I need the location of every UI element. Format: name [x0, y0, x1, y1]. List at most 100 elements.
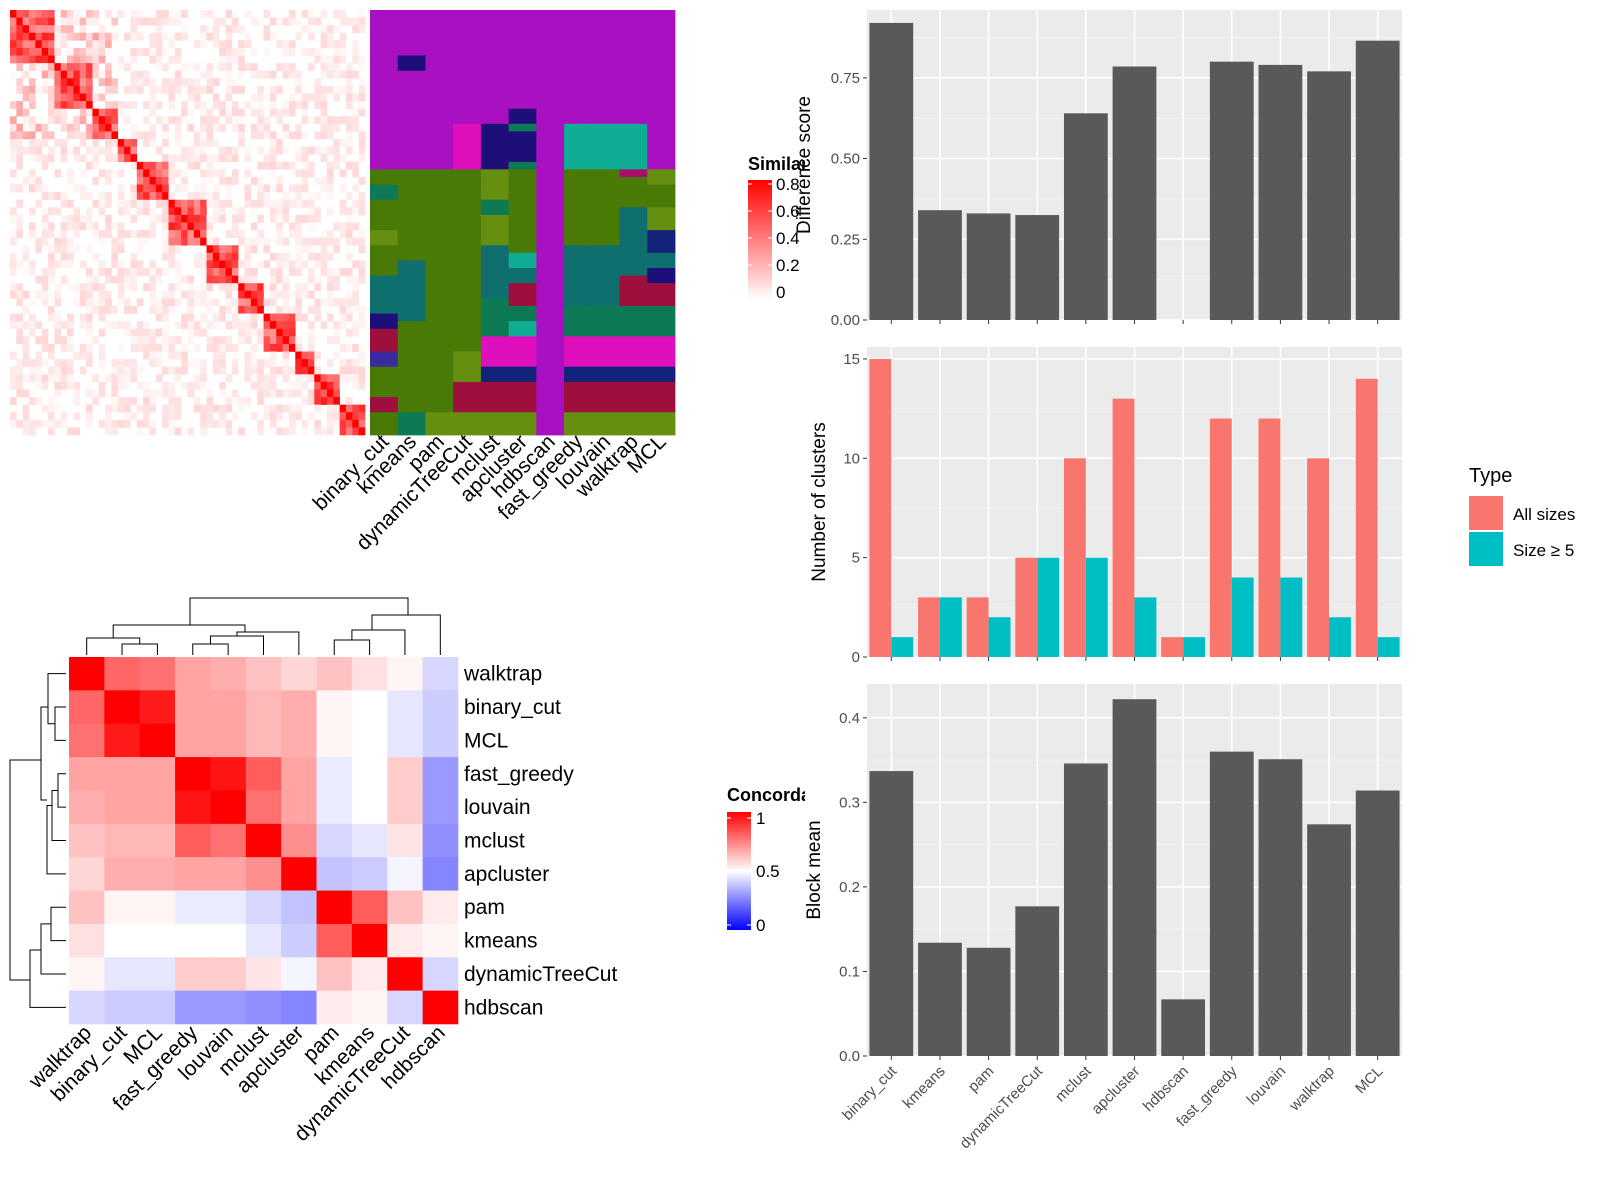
similarity-cell [155, 275, 163, 284]
similarity-cell [250, 298, 258, 307]
concordance-cell [210, 757, 247, 791]
y-tick-label: 5 [852, 550, 860, 567]
similarity-cell [117, 404, 125, 413]
similarity-cell [67, 321, 74, 330]
assignment-cell [370, 214, 399, 223]
similarity-cell [174, 404, 182, 413]
similarity-cell [111, 222, 119, 231]
similarity-cell [263, 123, 271, 132]
assignment-cell [536, 131, 565, 140]
similarity-cell [250, 123, 258, 132]
assignment-cell [564, 336, 593, 345]
assignment-cell [508, 275, 537, 284]
assignment-cell [480, 412, 510, 421]
assignment-cell [591, 17, 620, 26]
similarity-cell [10, 214, 17, 223]
similarity-cell [301, 108, 309, 117]
similarity-cell [117, 169, 125, 178]
similarity-cell [67, 260, 74, 269]
similarity-cell [98, 305, 106, 314]
similarity-cell [345, 237, 353, 246]
assignment-cell [425, 161, 454, 170]
assignment-cell [591, 199, 620, 208]
similarity-cell [206, 32, 214, 41]
concordance-cell [210, 657, 247, 691]
cluster-assignment-heatmap [370, 10, 676, 436]
similarity-cell [326, 161, 334, 170]
similarity-cell [168, 169, 176, 178]
similarity-cell [155, 184, 163, 193]
similarity-cell [162, 268, 169, 276]
similarity-cell [244, 32, 252, 41]
similarity-cell [10, 10, 17, 18]
similarity-cell [231, 321, 239, 330]
similarity-cell [86, 85, 93, 94]
assignment-cell [397, 419, 426, 428]
assignment-cell [453, 305, 482, 314]
similarity-cell [219, 343, 226, 352]
similarity-cell [333, 381, 340, 390]
concordance-legend-title: Concordance [727, 785, 842, 805]
concordance-cell [351, 857, 388, 891]
similarity-cell [181, 237, 188, 246]
similarity-cell [288, 366, 296, 375]
concordance-cell [175, 790, 211, 825]
assignment-cell [647, 351, 676, 360]
similarity-cell [79, 25, 87, 34]
similarity-cell [48, 116, 55, 125]
assignment-cell [397, 245, 426, 254]
similarity-cell [79, 85, 87, 94]
similarity-cell [206, 192, 214, 201]
similarity-cell [288, 268, 296, 276]
similarity-cell [92, 176, 100, 185]
similarity-cell [174, 298, 182, 307]
similarity-cell [16, 389, 23, 398]
similarity-cell [35, 32, 42, 41]
similarity-cell [48, 32, 55, 41]
similarity-cell [111, 381, 119, 390]
similarity-cell [29, 176, 36, 185]
similarity-cell [212, 40, 220, 49]
similarity-cell [86, 298, 93, 307]
similarity-cell [73, 85, 81, 94]
assignment-cell [536, 116, 565, 125]
assignment-cell [425, 237, 454, 246]
similarity-cell [117, 374, 125, 383]
similarity-cell [231, 222, 239, 231]
assignment-cell [564, 305, 593, 314]
assignment-cell [508, 328, 537, 337]
similarity-cell [143, 321, 150, 330]
similarity-cell [29, 328, 36, 337]
assignment-cell [536, 389, 565, 398]
similarity-cell [339, 10, 347, 18]
assignment-cell [591, 25, 620, 34]
assignment-cell [397, 214, 426, 223]
similarity-cell [339, 313, 347, 322]
similarity-cell [92, 268, 100, 276]
similarity-cell [79, 70, 87, 79]
similarity-cell [98, 207, 106, 216]
similarity-cell [54, 298, 62, 307]
similarity-cell [282, 366, 290, 375]
similarity-cell [288, 199, 296, 208]
assignment-cell [425, 366, 454, 375]
similarity-cell [244, 184, 252, 193]
assignment-cell [647, 25, 676, 34]
similarity-cell [29, 116, 36, 125]
similarity-cell [41, 78, 49, 87]
similarity-cell [149, 32, 157, 41]
similarity-cell [181, 116, 188, 125]
similarity-cell [54, 336, 62, 345]
assignment-cell [591, 321, 620, 330]
similarity-cell [10, 290, 17, 299]
similarity-cell [200, 290, 207, 299]
similarity-cell [136, 427, 144, 436]
similarity-cell [155, 199, 163, 208]
assignment-cell [564, 230, 593, 239]
assignment-cell [564, 108, 593, 117]
assignment-cell [564, 374, 593, 383]
similarity-cell [314, 359, 321, 367]
similarity-cell [130, 139, 138, 147]
bar-all-sizes [1161, 637, 1184, 657]
concordance-cell [139, 990, 176, 1025]
